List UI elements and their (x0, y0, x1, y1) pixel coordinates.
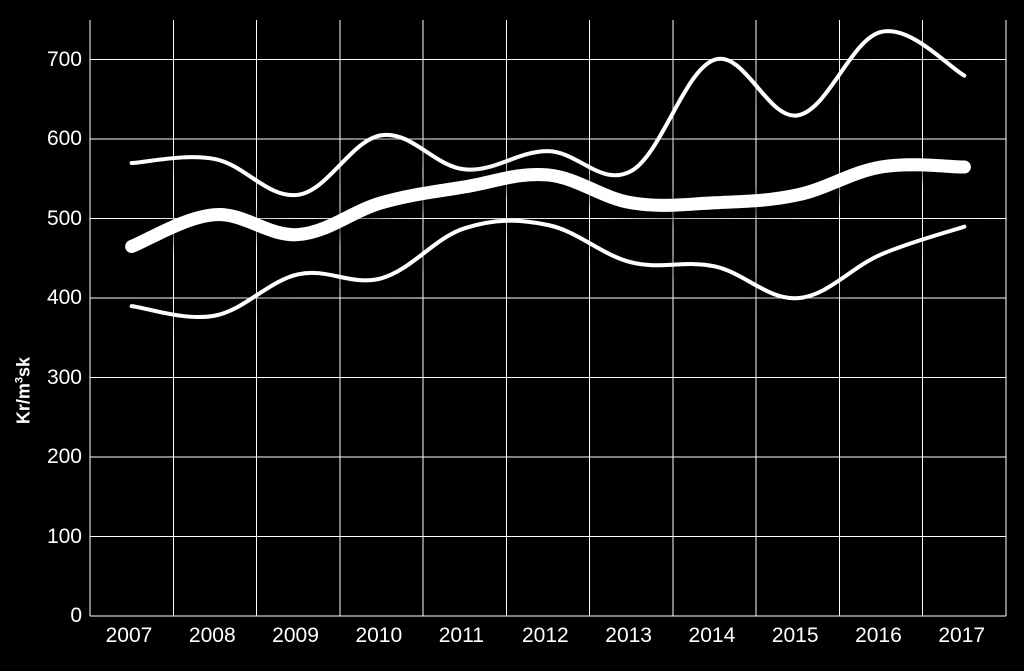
chart-svg (0, 0, 1024, 666)
x-tick-label: 2015 (772, 624, 819, 648)
y-tick-label: 600 (47, 127, 82, 151)
y-tick-label: 700 (47, 48, 82, 72)
x-tick-label: 2017 (938, 624, 985, 648)
x-tick-label: 2009 (272, 624, 319, 648)
y-tick-label: 0 (70, 604, 82, 628)
y-tick-label: 300 (47, 366, 82, 390)
x-tick-label: 2007 (106, 624, 153, 648)
y-axis-label: Kr/m3sk (14, 351, 35, 431)
x-tick-label: 2013 (605, 624, 652, 648)
price-chart: Kr/m3sk 0 100 200 300 400 500 600 700 2007 2008 20… (0, 0, 1024, 666)
y-tick-label: 200 (47, 445, 82, 469)
x-tick-label: 2016 (855, 624, 902, 648)
x-tick-label: 2012 (522, 624, 569, 648)
x-tick-label: 2008 (189, 624, 236, 648)
y-tick-label: 500 (47, 207, 82, 231)
x-tick-label: 2014 (689, 624, 736, 648)
y-tick-label: 100 (47, 525, 82, 549)
x-tick-label: 2011 (439, 624, 484, 648)
y-tick-label: 400 (47, 286, 82, 310)
x-tick-label: 2010 (355, 624, 402, 648)
